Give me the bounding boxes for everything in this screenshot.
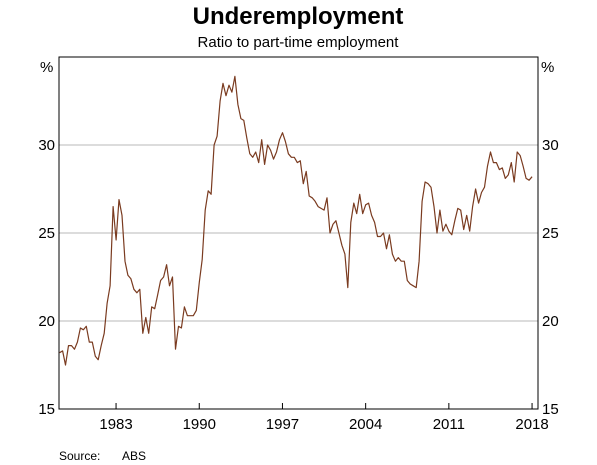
x-tick-label: 2004 bbox=[349, 416, 382, 433]
x-tick-label: 1997 bbox=[266, 416, 299, 433]
x-tick-labels: 1983 1990 1997 2004 2011 2018 bbox=[99, 416, 548, 433]
x-tick-label: 2018 bbox=[515, 416, 548, 433]
y-tick-label-right: 15 bbox=[542, 401, 559, 418]
series-line-0 bbox=[59, 75, 533, 366]
source-label: Source: bbox=[59, 449, 100, 463]
y-unit-right: % bbox=[541, 59, 554, 76]
x-tick-marks bbox=[115, 403, 533, 409]
x-tick-label: 1990 bbox=[183, 416, 216, 433]
chart-subtitle: Ratio to part-time employment bbox=[198, 34, 400, 51]
x-tick-label: 1983 bbox=[99, 416, 132, 433]
y-tick-label-left: 25 bbox=[38, 225, 55, 242]
y-unit-left: % bbox=[40, 59, 53, 76]
chart-title: Underemployment bbox=[193, 3, 404, 30]
series-line-group bbox=[59, 75, 533, 366]
y-tick-label-right: 25 bbox=[542, 225, 559, 242]
y-tick-label-left: 20 bbox=[38, 313, 55, 330]
source-value: ABS bbox=[122, 449, 146, 463]
y-tick-label-left: 15 bbox=[38, 401, 55, 418]
plot-frame bbox=[58, 56, 539, 410]
gridlines bbox=[59, 144, 538, 322]
y-tick-labels: 15 15 20 20 25 25 30 30 bbox=[38, 137, 558, 418]
x-tick-label: 2011 bbox=[433, 416, 465, 433]
y-tick-label-left: 30 bbox=[38, 137, 55, 154]
y-tick-label-right: 20 bbox=[542, 313, 559, 330]
y-tick-label-right: 30 bbox=[542, 137, 559, 154]
